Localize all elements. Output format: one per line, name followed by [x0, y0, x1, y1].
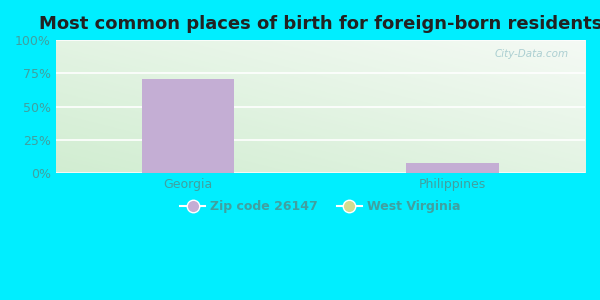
- Legend: Zip code 26147, West Virginia: Zip code 26147, West Virginia: [175, 195, 466, 218]
- Bar: [142, 79, 235, 173]
- Bar: [406, 163, 499, 173]
- Text: City-Data.com: City-Data.com: [495, 50, 569, 59]
- Title: Most common places of birth for foreign-born residents: Most common places of birth for foreign-…: [38, 15, 600, 33]
